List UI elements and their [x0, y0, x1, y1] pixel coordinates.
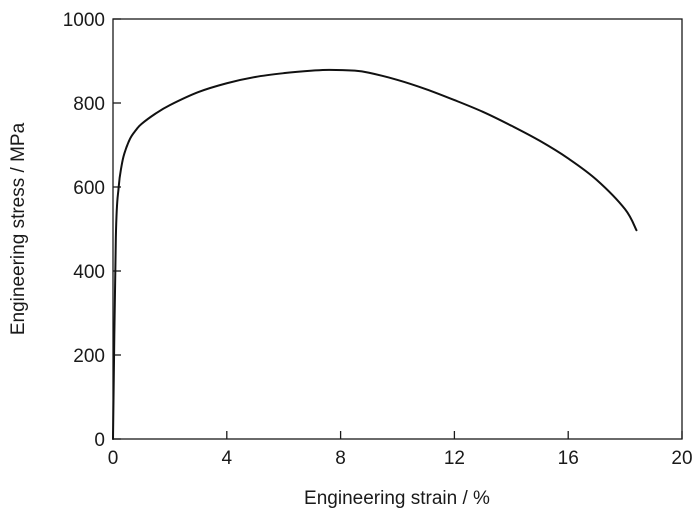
x-axis: 0 4 8 12 16 20 [108, 431, 693, 469]
x-tick-label: 20 [671, 448, 692, 469]
y-tick-label: 800 [73, 94, 105, 115]
x-tick-label: 0 [108, 448, 119, 469]
x-tick-label: 8 [335, 448, 346, 469]
y-tick-label: 0 [94, 430, 105, 451]
stress-strain-curve [112, 68, 638, 440]
x-tick-label: 12 [444, 448, 465, 469]
y-axis: 0 200 400 600 800 1000 [63, 10, 121, 451]
y-tick-label: 600 [73, 178, 105, 199]
x-tick-label: 4 [222, 448, 233, 469]
y-tick-label: 1000 [63, 10, 105, 31]
y-tick-label: 200 [73, 346, 105, 367]
y-tick-label: 400 [73, 262, 105, 283]
x-axis-title: Engineering strain / % [304, 488, 490, 509]
plot-frame [112, 18, 683, 440]
y-axis-title: Engineering stress / MPa [8, 122, 29, 335]
x-tick-label: 16 [558, 448, 579, 469]
